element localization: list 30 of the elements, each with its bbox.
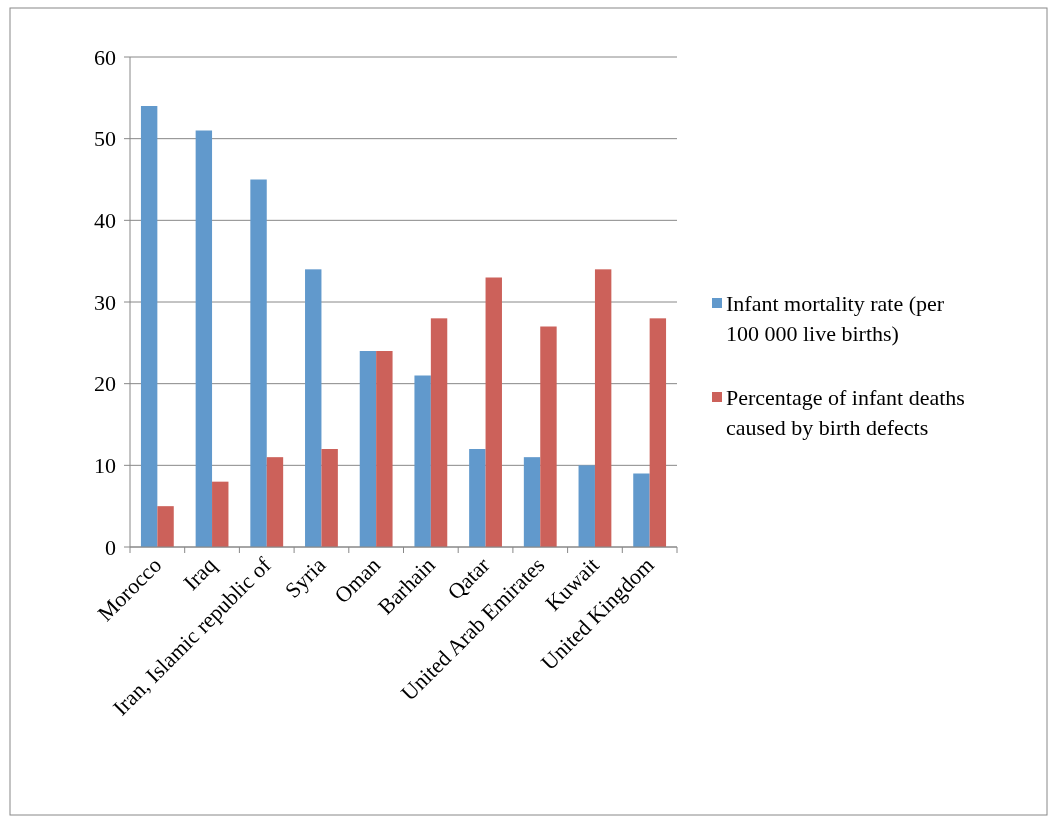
- legend-label: Infant mortality rate (per 100 000 live births): [726, 290, 945, 346]
- legend-label: Percentage of infant deaths caused by birth defects: [726, 384, 965, 440]
- y-tick-label: 30: [94, 289, 116, 315]
- bar: [523, 457, 541, 547]
- x-tick-label: Syria: [279, 552, 331, 603]
- y-tick-label: 10: [94, 453, 116, 479]
- bar: [376, 351, 393, 547]
- y-tick-label: 60: [94, 44, 116, 70]
- bar: [157, 506, 174, 547]
- bar: [195, 130, 213, 547]
- bar: [359, 351, 377, 547]
- bar: [633, 473, 650, 547]
- bar: [212, 481, 229, 547]
- y-tick-label: 50: [94, 126, 116, 152]
- bar: [649, 318, 667, 547]
- bar: [469, 449, 486, 547]
- bar: [485, 277, 502, 547]
- bar: [594, 269, 612, 547]
- bar: [250, 179, 267, 547]
- bar: [578, 465, 595, 547]
- bar: [321, 449, 338, 547]
- bar: [414, 375, 431, 547]
- bar: [430, 318, 448, 547]
- bar: [305, 269, 322, 547]
- bar: [540, 326, 557, 547]
- bar: [266, 457, 284, 547]
- y-tick-label: 20: [94, 371, 116, 397]
- bar: [140, 106, 158, 547]
- y-tick-label: 40: [94, 208, 116, 234]
- y-tick-label: 0: [105, 534, 116, 560]
